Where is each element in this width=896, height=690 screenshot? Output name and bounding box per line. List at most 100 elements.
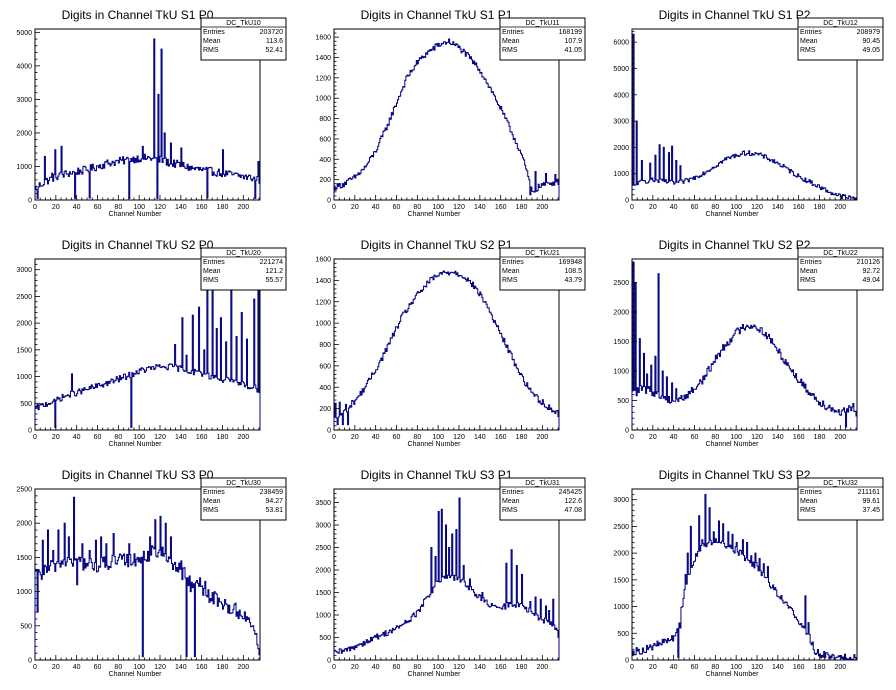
x-tick-label: 40	[73, 204, 81, 211]
stats-value: 52.41	[265, 47, 283, 54]
stats-label: RMS	[800, 47, 816, 54]
stats-label: RMS	[203, 277, 219, 284]
chart-title: Digits in Channel TkU S2 P0	[62, 238, 214, 252]
x-tick-label: 40	[372, 664, 380, 671]
x-tick-label: 200	[237, 204, 249, 211]
stats-value: 47.08	[564, 507, 582, 514]
y-tick-label: 2500	[613, 524, 629, 531]
y-tick-label: 0	[625, 428, 629, 435]
stats-name: DC_TkU22	[823, 250, 858, 257]
y-tick-label: 1600	[315, 257, 331, 264]
x-tick-label: 0	[33, 204, 37, 211]
x-tick-label: 40	[372, 434, 380, 441]
x-tick-label: 180	[814, 204, 826, 211]
x-tick-label: 160	[793, 664, 805, 671]
stats-value: 169948	[559, 259, 582, 266]
stats-label: RMS	[502, 277, 518, 284]
x-axis-label: Channel Number	[408, 671, 462, 678]
x-tick-label: 100	[730, 434, 742, 441]
y-tick-label: 3000	[315, 523, 331, 530]
y-tick-label: 5000	[16, 30, 32, 37]
stats-name: DC_TkU31	[525, 480, 560, 487]
x-tick-label: 200	[536, 664, 548, 671]
histogram-line	[34, 261, 261, 430]
x-tick-label: 80	[413, 204, 421, 211]
x-tick-label: 100	[133, 664, 145, 671]
chart-title: Digits in Channel TkU S1 P1	[361, 8, 513, 22]
x-tick-label: 140	[772, 664, 784, 671]
stats-label: RMS	[502, 507, 518, 514]
x-tick-label: 0	[630, 204, 634, 211]
x-tick-label: 0	[332, 664, 336, 671]
x-tick-label: 120	[453, 664, 465, 671]
stats-value: 168199	[559, 29, 582, 36]
y-tick-label: 1500	[315, 590, 331, 597]
y-tick-label: 2000	[613, 145, 629, 152]
x-tick-label: 180	[516, 434, 528, 441]
y-tick-label: 2500	[16, 294, 32, 301]
y-tick-label: 500	[20, 623, 32, 630]
x-tick-label: 120	[453, 434, 465, 441]
x-tick-label: 40	[670, 204, 678, 211]
histogram-line	[333, 38, 560, 200]
x-tick-label: 140	[474, 204, 486, 211]
stats-label: Entries	[800, 29, 822, 36]
y-tick-label: 0	[327, 428, 331, 435]
x-tick-label: 160	[793, 434, 805, 441]
y-tick-label: 5000	[613, 66, 629, 73]
stats-name: DC_TkU21	[525, 250, 560, 257]
y-tick-label: 2000	[16, 321, 32, 328]
x-tick-label: 200	[237, 664, 249, 671]
x-tick-label: 160	[495, 204, 507, 211]
stats-label: Entries	[203, 259, 225, 266]
stats-label: Mean	[502, 38, 520, 45]
stats-value: 208979	[857, 29, 880, 36]
x-tick-label: 20	[351, 434, 359, 441]
y-tick-label: 3000	[16, 267, 32, 274]
x-tick-label: 140	[175, 434, 187, 441]
stats-value: 37.45	[862, 507, 880, 514]
x-tick-label: 80	[114, 434, 122, 441]
x-tick-label: 140	[772, 204, 784, 211]
y-tick-label: 500	[617, 398, 629, 405]
y-tick-label: 0	[327, 198, 331, 205]
stats-label: Mean	[800, 498, 818, 505]
x-tick-label: 60	[94, 664, 102, 671]
y-tick-label: 0	[625, 198, 629, 205]
y-tick-label: 500	[319, 635, 331, 642]
x-tick-label: 160	[196, 204, 208, 211]
x-tick-label: 80	[711, 434, 719, 441]
x-tick-label: 60	[691, 434, 699, 441]
y-tick-label: 800	[319, 116, 331, 123]
x-tick-label: 60	[94, 204, 102, 211]
stats-value: 211161	[858, 489, 880, 496]
stats-value: 121.2	[265, 268, 283, 275]
y-tick-label: 1000	[613, 604, 629, 611]
stats-value: 99.61	[862, 498, 880, 505]
x-tick-label: 160	[196, 664, 208, 671]
stats-label: Mean	[203, 498, 221, 505]
histogram-line	[333, 270, 560, 430]
y-tick-label: 1000	[613, 171, 629, 178]
stats-value: 90.45	[862, 38, 880, 45]
histogram-panel: Digits in Channel TkU S1 P0 0 20 40 60 80 100 1…	[16, 8, 287, 218]
y-tick-label: 1500	[613, 577, 629, 584]
x-tick-label: 20	[351, 204, 359, 211]
x-tick-label: 200	[536, 434, 548, 441]
x-tick-label: 200	[237, 434, 249, 441]
y-tick-label: 0	[327, 658, 331, 665]
stats-label: Entries	[502, 29, 524, 36]
x-tick-label: 20	[649, 434, 657, 441]
plot-frame	[631, 258, 858, 431]
x-tick-label: 120	[453, 204, 465, 211]
y-tick-label: 0	[28, 198, 32, 205]
x-tick-label: 140	[474, 434, 486, 441]
y-tick-label: 0	[28, 428, 32, 435]
stats-name: DC_TkU20	[226, 250, 261, 257]
x-tick-label: 200	[834, 204, 846, 211]
x-axis-label: Channel Number	[706, 211, 760, 218]
